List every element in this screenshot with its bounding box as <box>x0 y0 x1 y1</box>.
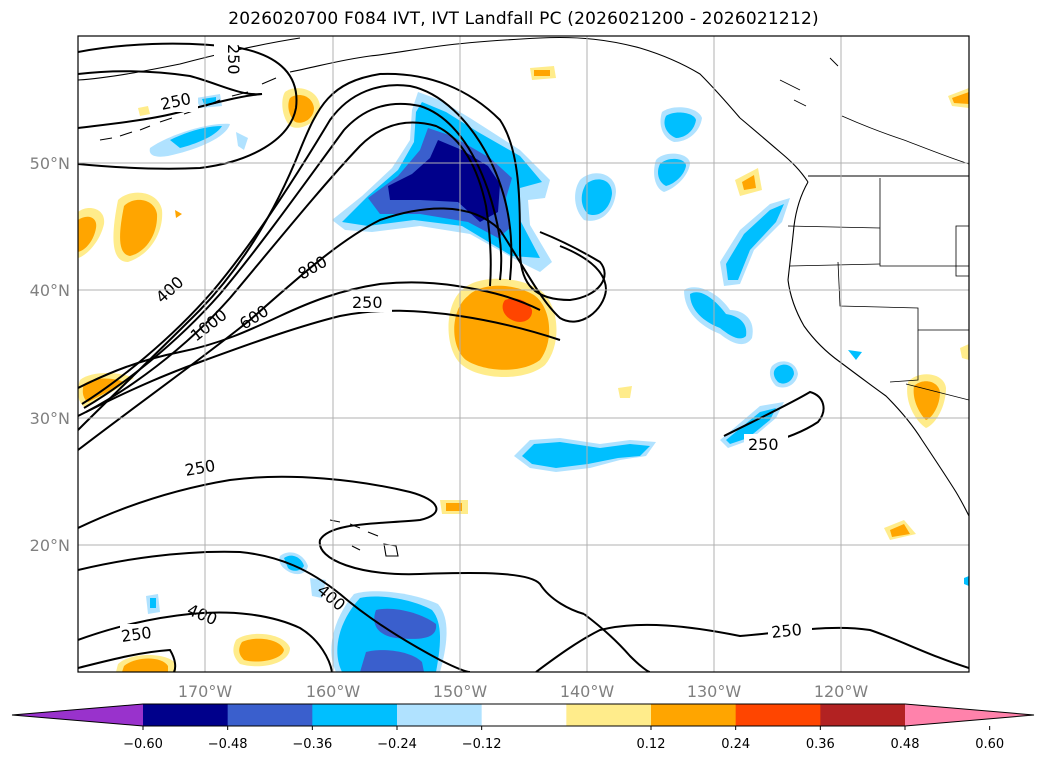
colorbar-tick-label: −0.12 <box>462 737 502 752</box>
colorbar-tick-label: −0.60 <box>123 737 163 752</box>
lon-label: 120°W <box>814 682 869 701</box>
contour-label: 400 <box>185 600 220 629</box>
contour-label: 250 <box>770 620 802 642</box>
contour-label: 250 <box>183 456 216 480</box>
colorbar-swatch <box>481 704 567 726</box>
colorbar-tick-label: 0.24 <box>721 737 750 752</box>
colorbar-extend-min <box>12 704 143 726</box>
map-frame <box>77 35 970 673</box>
map-title: 2026020700 F084 IVT, IVT Landfall PC (20… <box>228 9 819 29</box>
colorbar-extend-max <box>905 704 1034 726</box>
gridlines <box>78 36 969 672</box>
positive-pc-shading <box>78 66 969 672</box>
colorbar-tick-label: −0.48 <box>208 737 248 752</box>
lon-label: 170°W <box>178 682 233 701</box>
lat-label: 50°N <box>30 154 70 173</box>
contour-label: 250 <box>748 435 779 454</box>
contour-label: 250 <box>352 293 383 312</box>
colorbar-swatch <box>143 704 229 726</box>
colorbar-tick-label: −0.24 <box>377 737 417 752</box>
lat-label: 30°N <box>30 409 70 428</box>
colorbar-swatch <box>312 704 398 726</box>
colorbar-tick-label: −0.36 <box>292 737 332 752</box>
contour-label: 250 <box>224 44 243 75</box>
colorbar-tick-label: 0.60 <box>975 737 1004 752</box>
lon-label: 150°W <box>433 682 488 701</box>
colorbar-swatch <box>651 704 737 726</box>
contour-label: 250 <box>120 623 153 646</box>
lon-label: 160°W <box>306 682 361 701</box>
lon-label: 130°W <box>687 682 742 701</box>
ivt-contours <box>78 42 969 672</box>
colorbar-tick-label: 0.48 <box>891 737 920 752</box>
colorbar-swatch <box>227 704 313 726</box>
lat-label: 20°N <box>30 536 70 555</box>
lat-label: 40°N <box>30 281 70 300</box>
colorbar-swatch <box>397 704 483 726</box>
colorbar-swatch <box>820 704 906 726</box>
colorbar-tick-label: 0.36 <box>806 737 835 752</box>
colorbar-swatch <box>566 704 652 726</box>
coastlines <box>78 36 969 557</box>
map-panel: 250 250 400 1000 600 800 250 250 250 400… <box>78 36 969 672</box>
lon-label: 140°W <box>560 682 615 701</box>
latitude-labels: 50°N 40°N 30°N 20°N <box>30 154 70 555</box>
longitude-labels: 170°W 160°W 150°W 140°W 130°W 120°W <box>178 682 869 701</box>
colorbar-swatch <box>735 704 821 726</box>
colorbar-tick-label: 0.12 <box>637 737 666 752</box>
colorbar: −0.60 −0.48 −0.36 −0.24 −0.12 0.12 0.24 0.36 0.4… <box>11 703 1035 752</box>
negative-pc-shading <box>146 92 969 672</box>
